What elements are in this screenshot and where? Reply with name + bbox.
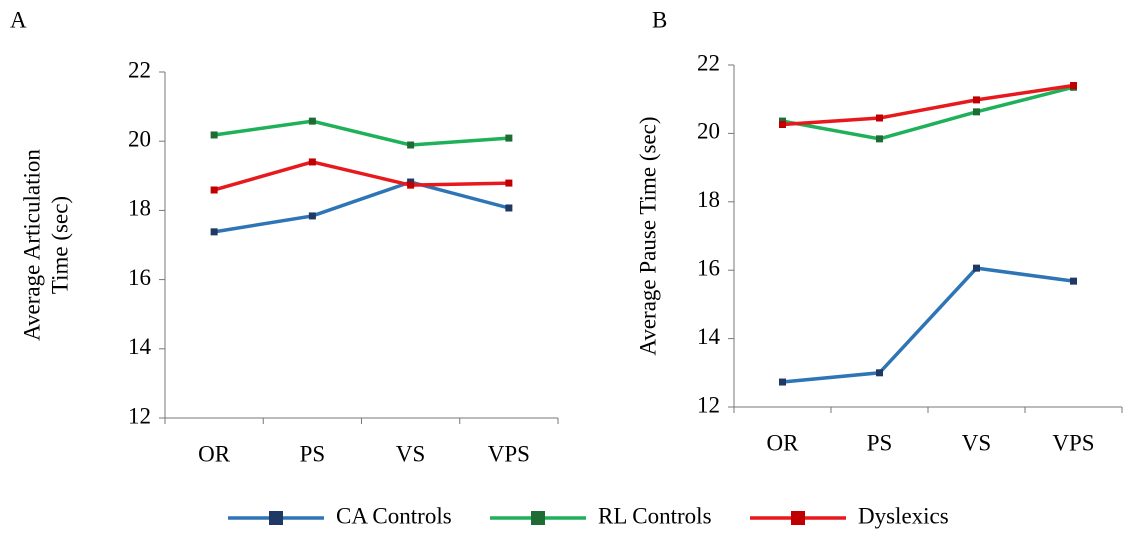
point-marker [210,228,218,236]
series-line [782,85,1074,141]
y-tick-label: 20 [697,119,720,144]
point-marker [876,135,883,143]
point-marker [308,117,316,125]
point-marker [505,179,513,187]
series-line [213,119,509,147]
x-tick-label: OR [767,430,800,455]
y-axis-label: Time (sec) [47,196,72,294]
y-tick-label: 12 [128,403,151,428]
legend-label: CA Controls [336,503,452,528]
point-marker [973,108,980,116]
x-tick-label: VPS [488,441,530,466]
y-tick-label: 20 [128,126,151,151]
series-line [213,160,509,192]
series-line [782,266,1074,384]
x-tick-label: VPS [1052,430,1094,455]
point-marker [210,131,218,139]
y-tick-label: 14 [128,334,152,359]
point-marker [407,141,415,149]
point-marker [876,114,883,122]
y-tick-label: 22 [697,50,720,75]
point-marker [210,186,218,194]
point-marker [779,121,786,129]
y-tick-label: 12 [697,392,720,417]
legend-marker [791,511,805,525]
y-tick-label: 16 [128,265,151,290]
y-axis-label: Average Pause Time (sec) [635,116,660,355]
point-marker [973,264,980,272]
point-marker [876,369,883,377]
series-line [782,83,1074,127]
y-tick-label: 18 [697,187,720,212]
x-tick-label: PS [867,430,893,455]
y-tick-label: 22 [128,57,151,82]
y-axis-label: Average Articulation [19,149,44,341]
y-tick-label: 14 [697,324,721,349]
panel-label: A [10,7,27,32]
legend-marker [269,511,283,525]
point-marker [1070,82,1077,90]
point-marker [973,96,980,104]
point-marker [779,378,786,386]
x-tick-label: VS [396,441,425,466]
legend-label: RL Controls [598,503,712,528]
y-tick-label: 18 [128,196,151,221]
legend-marker [531,511,545,525]
point-marker [308,212,316,220]
point-marker [407,181,415,189]
panel-label: B [652,7,667,32]
x-tick-label: OR [198,441,231,466]
point-marker [1070,277,1077,285]
point-marker [505,134,513,142]
y-tick-label: 16 [697,255,720,280]
legend-label: Dyslexics [858,503,949,528]
point-marker [308,158,316,166]
point-marker [505,204,513,212]
x-tick-label: PS [300,441,326,466]
x-tick-label: VS [962,430,991,455]
series-line [213,180,510,234]
